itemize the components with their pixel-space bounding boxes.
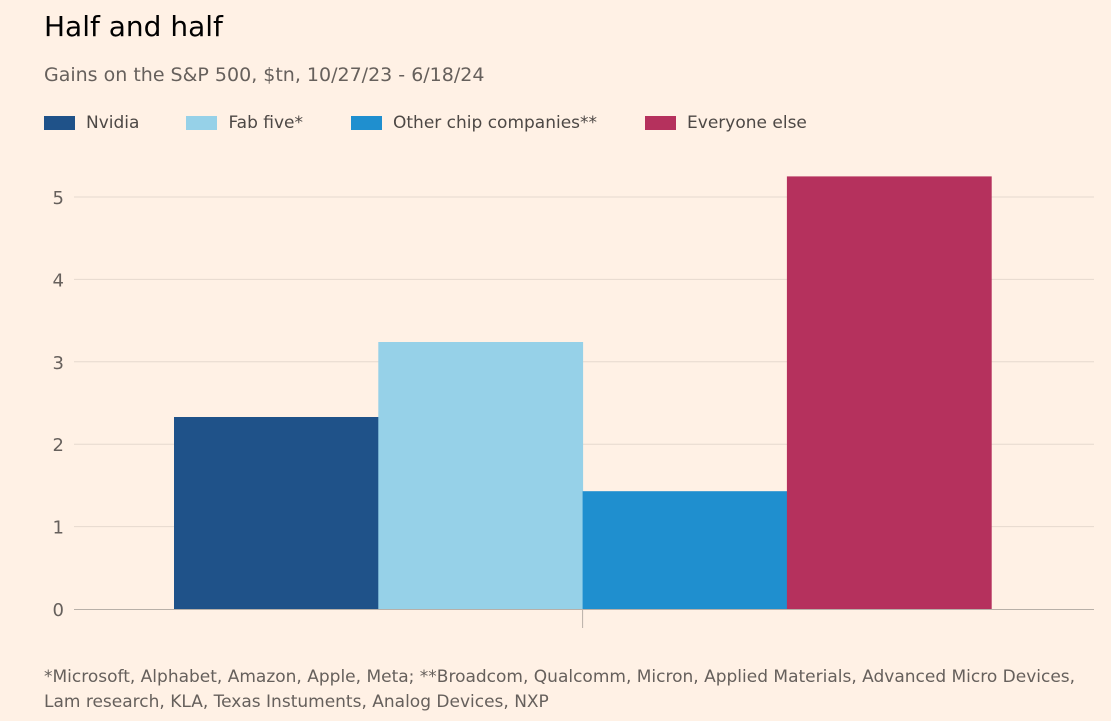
legend-item: Fab five* xyxy=(186,113,303,133)
legend-label: Other chip companies** xyxy=(393,113,598,133)
chart-subtitle: Gains on the S&P 500, $tn, 10/27/23 - 6/… xyxy=(44,64,485,86)
y-tick-label: 2 xyxy=(53,435,64,456)
bar-fab-five xyxy=(378,342,584,609)
bar-chart: 0 1 2 3 4 5 xyxy=(53,176,1094,628)
legend-swatch xyxy=(186,116,218,130)
legend-item: Other chip companies** xyxy=(351,113,597,133)
chart-title: Half and half xyxy=(44,10,223,43)
legend-item: Nvidia xyxy=(44,113,139,133)
y-tick-label: 3 xyxy=(53,353,64,374)
legend-swatch xyxy=(351,116,382,130)
y-tick-label: 1 xyxy=(53,518,64,539)
legend-label: Everyone else xyxy=(687,113,807,133)
legend-swatch xyxy=(44,116,75,130)
legend-swatch xyxy=(645,116,677,130)
legend-item: Everyone else xyxy=(645,113,807,133)
legend-label: Nvidia xyxy=(86,113,140,133)
y-tick-label: 4 xyxy=(53,270,64,291)
legend-label: Fab five* xyxy=(228,113,303,133)
footnote: *Microsoft, Alphabet, Amazon, Apple, Met… xyxy=(44,667,1076,712)
bar-everyone-else xyxy=(786,176,992,609)
y-tick-label: 0 xyxy=(53,600,64,621)
bar-nvidia xyxy=(174,417,379,609)
legend: Nvidia Fab five* Other chip companies** Eve… xyxy=(44,113,807,133)
y-tick-label: 5 xyxy=(53,188,64,209)
bar-other-chip-companies xyxy=(582,491,788,609)
